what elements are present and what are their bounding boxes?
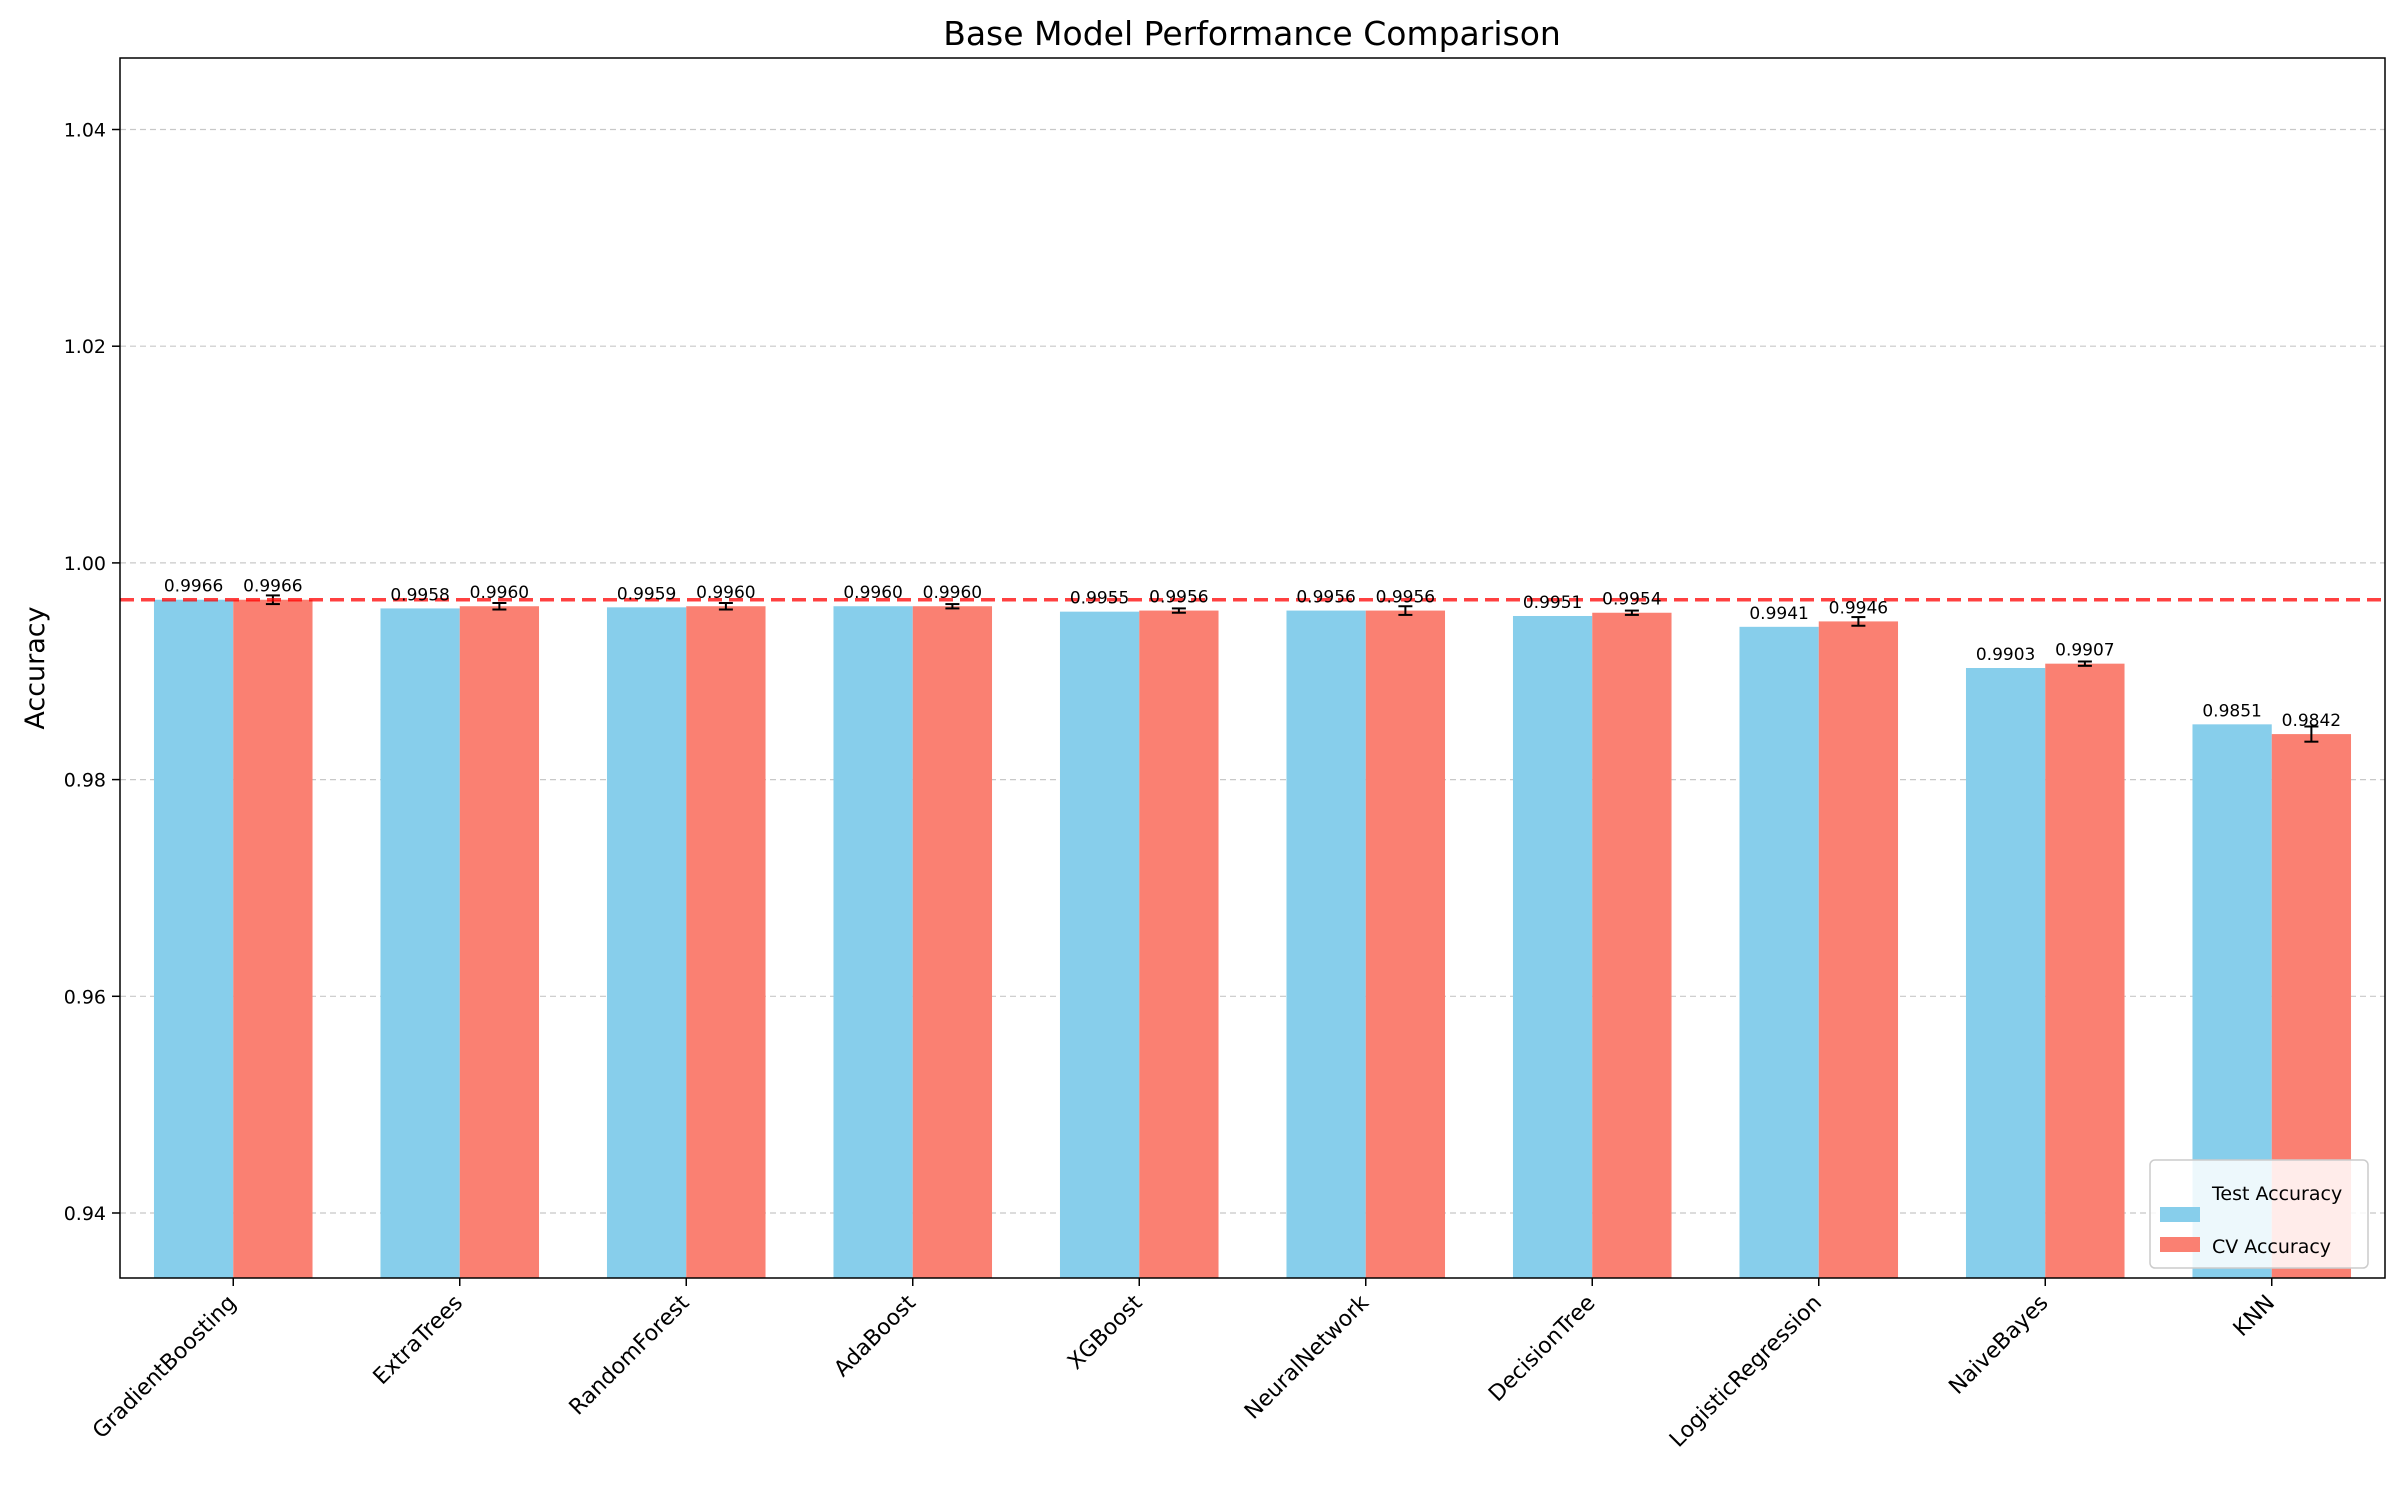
data-label-cv-accuracy: 0.9960 (923, 583, 982, 603)
bar-test-accuracy (833, 606, 913, 1278)
bar-cv-accuracy (459, 606, 540, 1278)
bar-test-accuracy (1059, 611, 1140, 1278)
chart-title: Base Model Performance Comparison (943, 14, 1561, 53)
y-tick-label: 1.00 (64, 553, 106, 575)
plot-frame (119, 57, 2386, 1279)
x-axis: GradientBoosting ExtraTrees RandomForest Ad… (88, 1278, 2280, 1453)
bar-test-accuracy (1965, 668, 2046, 1278)
legend: Test Accuracy CV Accuracy (2149, 1159, 2369, 1269)
bar-cv-accuracy (1818, 621, 1899, 1278)
x-tick-label: LogisticRegression (1665, 1291, 1827, 1453)
data-label-test-accuracy: 0.9956 (1296, 588, 1355, 608)
y-tick-label: 0.94 (64, 1203, 106, 1225)
data-label-cv-accuracy: 0.9954 (1602, 590, 1661, 610)
data-label-cv-accuracy: 0.9842 (2282, 711, 2341, 731)
x-tick-label: NeuralNetwork (1240, 1290, 1374, 1424)
bar-cv-accuracy (2045, 663, 2125, 1278)
x-tick-label: AdaBoost (830, 1290, 922, 1382)
data-label-test-accuracy: 0.9955 (1070, 589, 1129, 609)
data-label-cv-accuracy: 0.9960 (470, 583, 529, 603)
data-label-test-accuracy: 0.9903 (1976, 645, 2035, 665)
bar-test-accuracy (380, 608, 460, 1278)
bar-cv-accuracy (686, 606, 766, 1278)
data-label-test-accuracy: 0.9959 (617, 584, 676, 604)
x-tick-label: GradientBoosting (88, 1291, 241, 1444)
data-label-test-accuracy: 0.9941 (1749, 604, 1808, 624)
data-label-test-accuracy: 0.9951 (1523, 593, 1582, 613)
y-tick-label: 0.96 (64, 986, 106, 1008)
data-label-cv-accuracy: 0.9907 (2055, 641, 2114, 661)
legend-label-cv-accuracy: CV Accuracy (2212, 1236, 2331, 1258)
bar-test-accuracy (1739, 626, 1819, 1278)
data-label-cv-accuracy: 0.9956 (1149, 588, 1208, 608)
data-label-test-accuracy: 0.9958 (390, 585, 449, 605)
data-label-cv-accuracy: 0.9946 (1829, 598, 1888, 618)
x-tick-label: KNN (2229, 1291, 2280, 1342)
legend-label-test-accuracy: Test Accuracy (2211, 1183, 2342, 1205)
gridlines (120, 128, 2385, 1214)
x-tick-label: ExtraTrees (369, 1291, 468, 1390)
bar-cv-accuracy (233, 599, 313, 1278)
data-label-test-accuracy: 0.9966 (164, 577, 223, 597)
y-tick-label: 1.04 (64, 120, 106, 142)
data-label-cv-accuracy: 0.9966 (243, 577, 302, 597)
legend-swatch-test-accuracy (2160, 1207, 2200, 1222)
data-label-test-accuracy: 0.9960 (843, 583, 902, 603)
bars (153, 594, 2352, 1278)
legend-swatch-cv-accuracy (2160, 1237, 2200, 1252)
bar-test-accuracy (606, 607, 687, 1278)
x-tick-label: XGBoost (1063, 1290, 1148, 1375)
bar-cv-accuracy (1139, 610, 1219, 1278)
data-labels: 0.9966 0.9966 0.9958 0.9960 0.9959 0.9960 0.99… (164, 577, 2341, 731)
y-axis: 0.94 0.96 0.98 1.00 1.02 1.04 (64, 120, 120, 1225)
legend-box (2149, 1159, 2369, 1269)
x-tick-label: RandomForest (565, 1290, 695, 1420)
data-label-cv-accuracy: 0.9960 (696, 583, 755, 603)
bar-cv-accuracy (1365, 610, 1446, 1278)
y-tick-label: 0.98 (64, 770, 106, 792)
data-label-test-accuracy: 0.9851 (2202, 701, 2261, 721)
bar-test-accuracy (1286, 610, 1366, 1278)
x-tick-label: NaiveBayes (1944, 1291, 2053, 1400)
bar-test-accuracy (153, 599, 234, 1278)
y-axis-label: Accuracy (20, 606, 51, 729)
bar-cv-accuracy (1592, 612, 1672, 1278)
x-tick-label: DecisionTree (1484, 1291, 1600, 1407)
data-label-cv-accuracy: 0.9956 (1376, 588, 1435, 608)
bar-test-accuracy (1512, 615, 1593, 1278)
y-tick-label: 1.02 (64, 336, 106, 358)
bar-cv-accuracy (912, 606, 993, 1278)
